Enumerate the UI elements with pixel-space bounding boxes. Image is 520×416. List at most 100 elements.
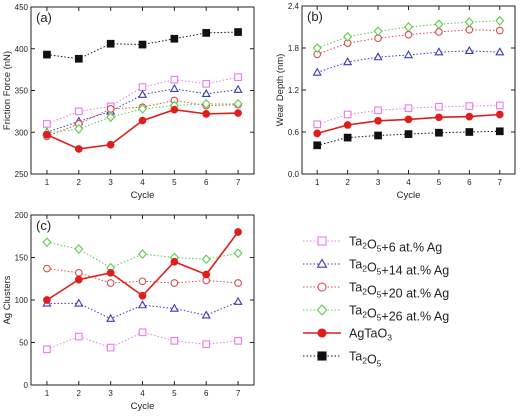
data-point: [234, 109, 242, 117]
data-point: [234, 73, 242, 81]
x-tick-label: 3: [108, 389, 113, 398]
data-point: [169, 303, 179, 312]
x-tick-label: 7: [236, 178, 241, 187]
data-point: [137, 249, 148, 260]
data-point: [404, 115, 413, 124]
series-sTa: [313, 127, 504, 150]
data-point: [42, 237, 52, 248]
x-tick-label: 1: [45, 178, 50, 187]
x-tick-label: 2: [77, 178, 82, 187]
series-s6: [43, 328, 242, 354]
plot-frame: [30, 214, 255, 386]
data-point: [43, 345, 51, 354]
y-tick-label: 0.6: [288, 128, 300, 137]
x-tick-label: 6: [204, 178, 209, 187]
x-axis-label: Cycle: [131, 190, 155, 201]
x-tick-label: 7: [498, 178, 503, 187]
data-point: [234, 228, 242, 236]
series-s20: [43, 264, 242, 287]
data-point: [137, 103, 148, 114]
y-tick-label: 300: [15, 128, 29, 137]
x-tick-label: 5: [437, 178, 442, 187]
data-point: [434, 19, 444, 30]
data-point: [201, 88, 211, 98]
x-axis-label: Cycle: [131, 401, 155, 412]
data-point: [495, 110, 504, 119]
y-tick-label: 350: [15, 87, 29, 96]
series-sAg: [43, 105, 242, 153]
series-s26: [312, 15, 505, 53]
data-point: [374, 106, 382, 115]
data-point: [343, 57, 353, 66]
data-point: [202, 110, 211, 118]
data-point: [137, 89, 148, 98]
x-tick-label: 2: [345, 178, 350, 187]
data-point: [74, 268, 83, 277]
legend-label: Ta2O5+26 at.% Ag: [349, 304, 449, 324]
data-point: [373, 26, 383, 37]
series-sAg: [43, 228, 242, 304]
panel-a: 1 2 3 4 5 6 7 250 300 350 400 450 Cycle Friction Forc…: [2, 3, 255, 201]
x-tick-label: 1: [315, 178, 320, 187]
data-point: [106, 279, 115, 287]
data-point: [404, 104, 413, 113]
y-tick-label: 250: [15, 170, 29, 179]
data-point: [201, 98, 211, 109]
data-point: [106, 140, 115, 149]
y-tick-label: 200: [15, 211, 29, 220]
legend-entry-sAg: AgTaO3: [303, 327, 392, 343]
data-point: [138, 291, 147, 300]
data-point: [234, 336, 242, 345]
panel-c: 1 2 3 4 5 6 7 0 50 100 150 200 Cycle Ag Clusters (c): [2, 211, 255, 412]
data-point: [343, 121, 352, 129]
data-point: [74, 107, 83, 116]
data-point: [403, 22, 414, 32]
data-point: [435, 28, 443, 36]
data-point: [495, 15, 505, 26]
y-axis-label: Friction Force (nN): [2, 51, 13, 130]
data-point: [43, 130, 51, 139]
data-point: [343, 31, 353, 42]
data-point: [435, 102, 443, 111]
data-point: [312, 43, 322, 53]
data-point: [313, 141, 322, 150]
data-point: [374, 131, 382, 140]
y-tick-label: 150: [15, 254, 29, 263]
data-point: [106, 268, 115, 277]
legend-marker: [317, 282, 327, 292]
panel-label: (b): [307, 9, 323, 24]
x-axis-label: Cycle: [397, 190, 421, 201]
data-point: [313, 120, 322, 129]
data-point: [233, 296, 243, 305]
data-point: [312, 67, 322, 76]
data-point: [169, 83, 179, 93]
data-point: [74, 332, 83, 341]
data-point: [201, 310, 211, 319]
x-tick-label: 4: [140, 389, 145, 398]
series-sAg: [313, 110, 504, 138]
data-point: [464, 17, 474, 28]
data-point: [313, 129, 322, 138]
legend-label: Ta2O5: [349, 350, 382, 369]
legend-label: Ta2O5+14 at.% Ag: [349, 258, 449, 278]
data-point: [74, 275, 83, 284]
data-point: [202, 270, 211, 279]
x-tick-label: 5: [172, 389, 177, 398]
data-point: [138, 116, 147, 125]
legend-label: Ta2O5+6 at.% Ag: [349, 235, 442, 255]
data-point: [74, 298, 84, 307]
data-point: [106, 39, 115, 48]
y-tick-label: 100: [15, 296, 29, 305]
x-tick-label: 3: [376, 178, 381, 187]
x-tick-label: 1: [45, 389, 50, 398]
data-point: [404, 30, 413, 39]
legend-marker: [316, 258, 328, 268]
data-point: [106, 313, 116, 322]
y-axis-label: Wear Depth (nm): [275, 54, 286, 127]
y-tick-label: 1.8: [288, 44, 300, 53]
x-tick-label: 7: [236, 389, 241, 398]
data-point: [43, 296, 51, 304]
x-tick-label: 6: [204, 389, 209, 398]
data-point: [233, 98, 243, 109]
x-tick-label: 5: [172, 178, 177, 187]
